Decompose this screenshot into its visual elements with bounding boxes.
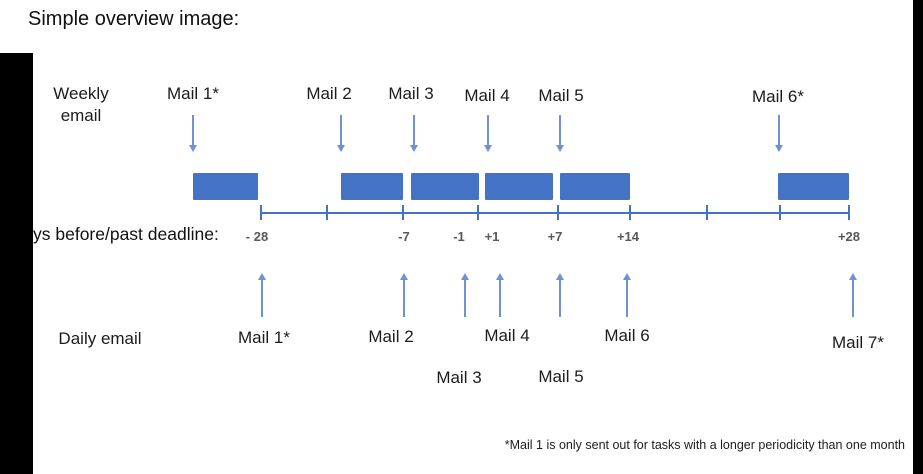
- axis-tick-8: [779, 205, 781, 220]
- axis-tick-3: [402, 205, 404, 220]
- weekly-mail-arrow-2-down-icon: [340, 115, 342, 145]
- weekly-mail-label-6: Mail 6*: [752, 87, 804, 106]
- page-title: Simple overview image:: [28, 8, 240, 30]
- axis-tick-1: [260, 205, 262, 220]
- daily-mail-arrow-5-up-icon: [559, 280, 561, 317]
- daily-mail-arrow-2-up-icon: [403, 280, 405, 317]
- daily-mail-label-7: Mail 7*: [832, 333, 884, 352]
- axis-tick-label--7: -7: [398, 229, 410, 244]
- daily-mail-label-4: Mail 4: [484, 326, 530, 345]
- axis-tick-9: [848, 205, 850, 220]
- axis-tick-7: [706, 205, 708, 220]
- days-before-past-deadline-label: ys before/past deadline:: [33, 224, 219, 244]
- daily-mail-arrow-7-up-icon: [852, 280, 854, 317]
- daily-mail-arrow-6-up-icon: [626, 280, 628, 317]
- daily-mail-label-3: Mail 3: [436, 368, 482, 387]
- mail-window-bar-2: [341, 173, 403, 200]
- axis-tick-label-+1: +1: [484, 229, 500, 244]
- axis-tick-label--28: - 28: [245, 229, 269, 244]
- weekly-mail-arrow-6-down-icon: [778, 115, 780, 145]
- weekly-email-label: Weekly email: [53, 83, 108, 127]
- weekly-mail-arrow-3-down-icon: [413, 115, 415, 145]
- mail-window-bar-3: [411, 173, 479, 200]
- mail-window-bar-5: [560, 173, 630, 200]
- weekly-mail-label-5: Mail 5: [538, 86, 584, 105]
- footnote-text: *Mail 1 is only sent out for tasks with …: [504, 438, 905, 452]
- axis-tick-label--1: -1: [453, 229, 465, 244]
- axis-tick-5: [557, 205, 559, 220]
- mail-window-bar-6: [778, 173, 849, 200]
- weekly-email-label-line1: Weekly: [53, 84, 109, 103]
- daily-mail-label-6: Mail 6: [604, 326, 650, 345]
- axis-tick-4: [477, 205, 479, 220]
- weekly-email-label-line2: email: [60, 106, 102, 125]
- daily-mail-label-5: Mail 5: [538, 367, 584, 386]
- weekly-mail-arrow-1-down-icon: [192, 115, 194, 145]
- axis-tick-2: [326, 205, 328, 220]
- daily-mail-arrow-1-up-icon: [261, 280, 263, 317]
- weekly-mail-label-4: Mail 4: [464, 86, 510, 105]
- right-black-bar: [913, 0, 923, 474]
- weekly-mail-label-3: Mail 3: [388, 84, 434, 103]
- timeline-axis: [261, 212, 850, 214]
- daily-mail-arrow-4-up-icon: [499, 280, 501, 317]
- daily-email-label: Daily email: [58, 329, 142, 348]
- weekly-mail-label-2: Mail 2: [306, 84, 352, 103]
- axis-tick-6: [629, 205, 631, 220]
- mail-window-bar-4: [485, 173, 553, 200]
- daily-mail-label-1: Mail 1*: [238, 328, 290, 347]
- weekly-mail-arrow-5-down-icon: [559, 115, 561, 145]
- daily-mail-arrow-3-up-icon: [464, 280, 466, 317]
- left-black-bar: [0, 53, 33, 474]
- weekly-mail-label-1: Mail 1*: [167, 84, 219, 103]
- axis-tick-label-+7: +7: [547, 229, 563, 244]
- daily-mail-label-2: Mail 2: [368, 327, 414, 346]
- axis-tick-label-+14: +14: [616, 229, 640, 244]
- axis-tick-label-+28: +28: [837, 229, 861, 244]
- weekly-mail-arrow-4-down-icon: [487, 115, 489, 145]
- mail-window-bar-1: [193, 173, 258, 200]
